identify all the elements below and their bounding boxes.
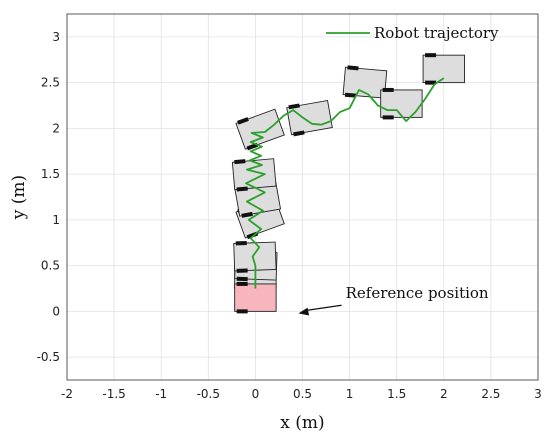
robot-wheel: [288, 103, 300, 110]
robot-wheel: [236, 309, 248, 314]
x-tick-labels: -2 -1.5 -1 -0.5 0 0.5 1 1.5 2 2.5 3: [61, 387, 542, 401]
robot-wheel: [293, 130, 305, 137]
y-tick-label: 2: [52, 121, 60, 135]
y-tick-label: -0.5: [37, 350, 60, 364]
reference-arrow: [306, 304, 342, 311]
robot-wheel: [241, 211, 253, 218]
x-axis-label: x (m): [280, 413, 324, 433]
y-tick-label: 1: [52, 213, 60, 227]
robot-body: [235, 108, 285, 150]
robot-pose-8: [342, 65, 388, 99]
y-tick-label: 0.5: [41, 259, 60, 273]
robot-body: [342, 66, 388, 99]
robot-trajectory-line: [245, 77, 445, 289]
robot-wheel: [235, 241, 247, 246]
grid: [66, 14, 539, 380]
x-tick-label: 1.5: [387, 387, 406, 401]
robot-wheel: [237, 117, 249, 125]
plot-frame: [66, 13, 539, 381]
y-tick-labels: -0.5 0 0.5 1 1.5 2 2.5 3: [37, 30, 60, 364]
reference-annotation: Reference position: [298, 284, 489, 316]
x-tick-label: -1: [155, 387, 167, 401]
x-tick-label: 2.5: [481, 387, 500, 401]
x-tick-label: -1.5: [102, 387, 125, 401]
robot-wheel: [234, 159, 246, 165]
robot-poses: [231, 53, 465, 291]
robot-wheel: [236, 186, 248, 192]
x-tick-label: 3: [534, 387, 542, 401]
robot-wheel: [236, 276, 248, 282]
reference-arrow-head: [298, 307, 310, 316]
robot-wheel: [425, 53, 437, 58]
x-tick-label: -2: [61, 387, 73, 401]
robot-wheel: [236, 268, 248, 273]
x-tick-label: 0.5: [293, 387, 312, 401]
y-tick-label: 0: [52, 304, 60, 318]
x-tick-label: 2: [440, 387, 448, 401]
reference-position-label: Reference position: [346, 284, 489, 302]
robot-pose-7: [286, 99, 333, 137]
robot-wheel: [382, 87, 394, 92]
x-tick-label: -0.5: [197, 387, 220, 401]
y-tick-label: 2.5: [41, 76, 60, 90]
y-tick-label: 1.5: [41, 167, 60, 181]
robot-wheel: [425, 80, 437, 85]
robot-wheel: [236, 281, 248, 286]
robot-body: [422, 54, 465, 84]
robot-body: [286, 99, 333, 136]
x-tick-label: 1: [346, 387, 354, 401]
legend-entry-robot-trajectory: Robot trajectory: [374, 24, 499, 42]
x-tick-label: 0: [252, 387, 260, 401]
y-axis-label: y (m): [9, 175, 29, 220]
legend: Robot trajectory: [326, 24, 499, 42]
robot-body: [380, 89, 423, 118]
y-tick-label: 3: [52, 30, 60, 44]
robot-pose-10: [422, 53, 465, 85]
robot-wheel: [347, 65, 359, 71]
robot-pose-2: [233, 241, 277, 273]
robot-pose-5: [231, 158, 277, 192]
robot-pose-6: [235, 108, 285, 151]
robot-wheel: [382, 115, 394, 120]
robot-wheel: [344, 92, 357, 98]
